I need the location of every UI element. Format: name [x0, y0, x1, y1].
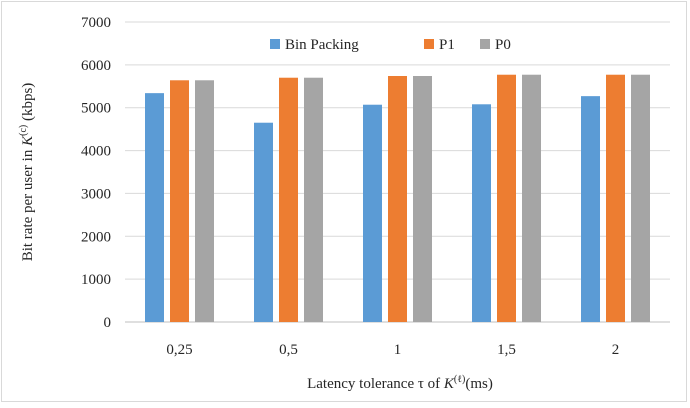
- legend-label: Bin Packing: [285, 37, 359, 53]
- y-axis-label: Bit rate per user in K(c) (kbps): [18, 83, 36, 262]
- bars: [145, 74, 650, 323]
- x-tick-label: 0,5: [279, 342, 298, 358]
- y-tick-label: 0: [104, 315, 112, 331]
- x-tick-label: 0,25: [166, 342, 192, 358]
- x-axis-label-symbol: K: [443, 376, 455, 392]
- legend: Bin Packing P1 P0: [270, 37, 511, 53]
- bar-bin-packing: [581, 96, 600, 323]
- bar-bin-packing: [472, 104, 491, 323]
- bar-p0: [304, 77, 323, 322]
- x-tick-label: 1,5: [497, 342, 516, 358]
- bar-p0: [413, 76, 432, 322]
- y-axis-label-suffix: (kbps): [20, 83, 36, 125]
- legend-label: P0: [495, 37, 511, 53]
- y-axis-label-symbol: K: [20, 135, 36, 147]
- bar-bin-packing: [254, 122, 273, 322]
- legend-label: P1: [439, 37, 455, 53]
- x-axis-label: Latency tolerance τ of K(ℓ)(ms): [307, 374, 493, 392]
- bar-p1: [279, 77, 298, 322]
- y-tick-label: 6000: [81, 58, 111, 74]
- y-tick-labels: 0 1000 2000 3000 4000 5000 6000 7000: [81, 15, 111, 331]
- y-tick-label: 2000: [81, 229, 111, 245]
- legend-swatch: [424, 39, 434, 49]
- x-tick-label: 2: [612, 342, 620, 358]
- y-tick-label: 7000: [81, 15, 111, 31]
- bar-p0: [522, 74, 541, 322]
- bar-chart: 0 1000 2000 3000 4000 5000 6000 7000 0,25 0,5 1 1,…: [18, 15, 670, 392]
- y-tick-label: 5000: [81, 101, 111, 117]
- y-tick-label: 3000: [81, 186, 111, 202]
- x-tick-label: 1: [394, 342, 402, 358]
- y-axis-label-superscript: (c): [18, 125, 29, 136]
- y-axis-label-prefix: Bit rate per user in: [20, 146, 36, 261]
- bar-p1: [388, 76, 407, 322]
- legend-swatch: [270, 39, 280, 49]
- chart-frame: 0 1000 2000 3000 4000 5000 6000 7000 0,25 0,5 1 1,…: [1, 1, 687, 402]
- x-tick-labels: 0,25 0,5 1 1,5 2: [166, 342, 619, 358]
- x-axis-label-suffix: (ms): [465, 376, 493, 392]
- bar-p1: [606, 74, 625, 322]
- bar-p1: [497, 74, 516, 322]
- x-axis-label-prefix: Latency tolerance τ of: [307, 376, 444, 392]
- x-axis-label-superscript: (ℓ): [454, 374, 465, 385]
- bar-bin-packing: [363, 104, 382, 322]
- y-tick-label: 1000: [81, 272, 111, 288]
- bar-p0: [631, 74, 650, 322]
- bar-bin-packing: [145, 93, 164, 323]
- bar-p0: [195, 80, 214, 323]
- legend-swatch: [480, 39, 490, 49]
- y-tick-label: 4000: [81, 144, 111, 160]
- bar-p1: [170, 80, 189, 323]
